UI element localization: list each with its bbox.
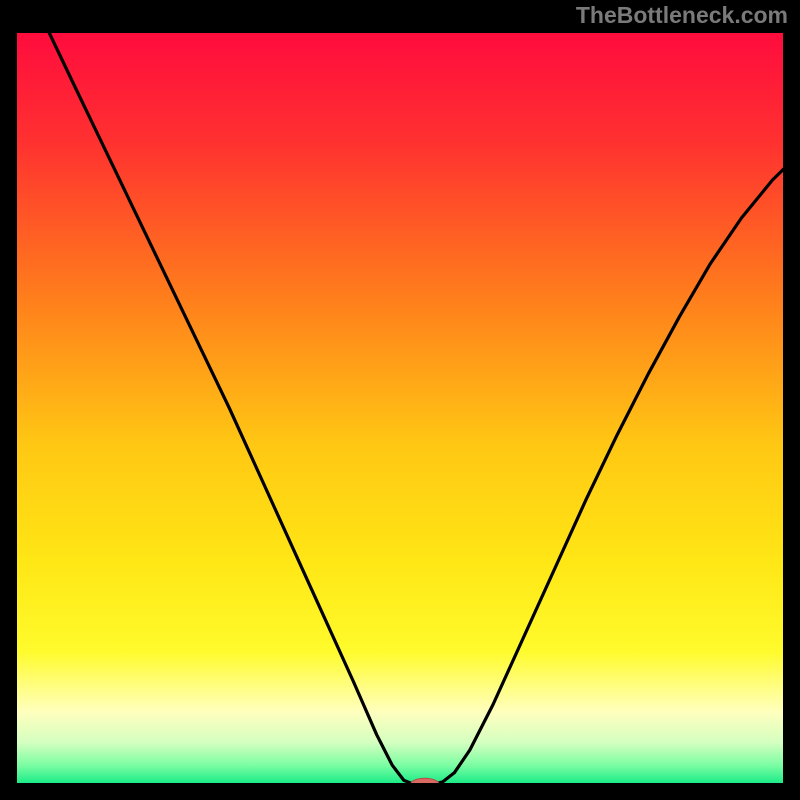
watermark-text: TheBottleneck.com [576, 2, 788, 29]
chart-container: TheBottleneck.com [0, 0, 800, 800]
plot-background [12, 28, 788, 788]
bottleneck-chart [0, 0, 800, 800]
